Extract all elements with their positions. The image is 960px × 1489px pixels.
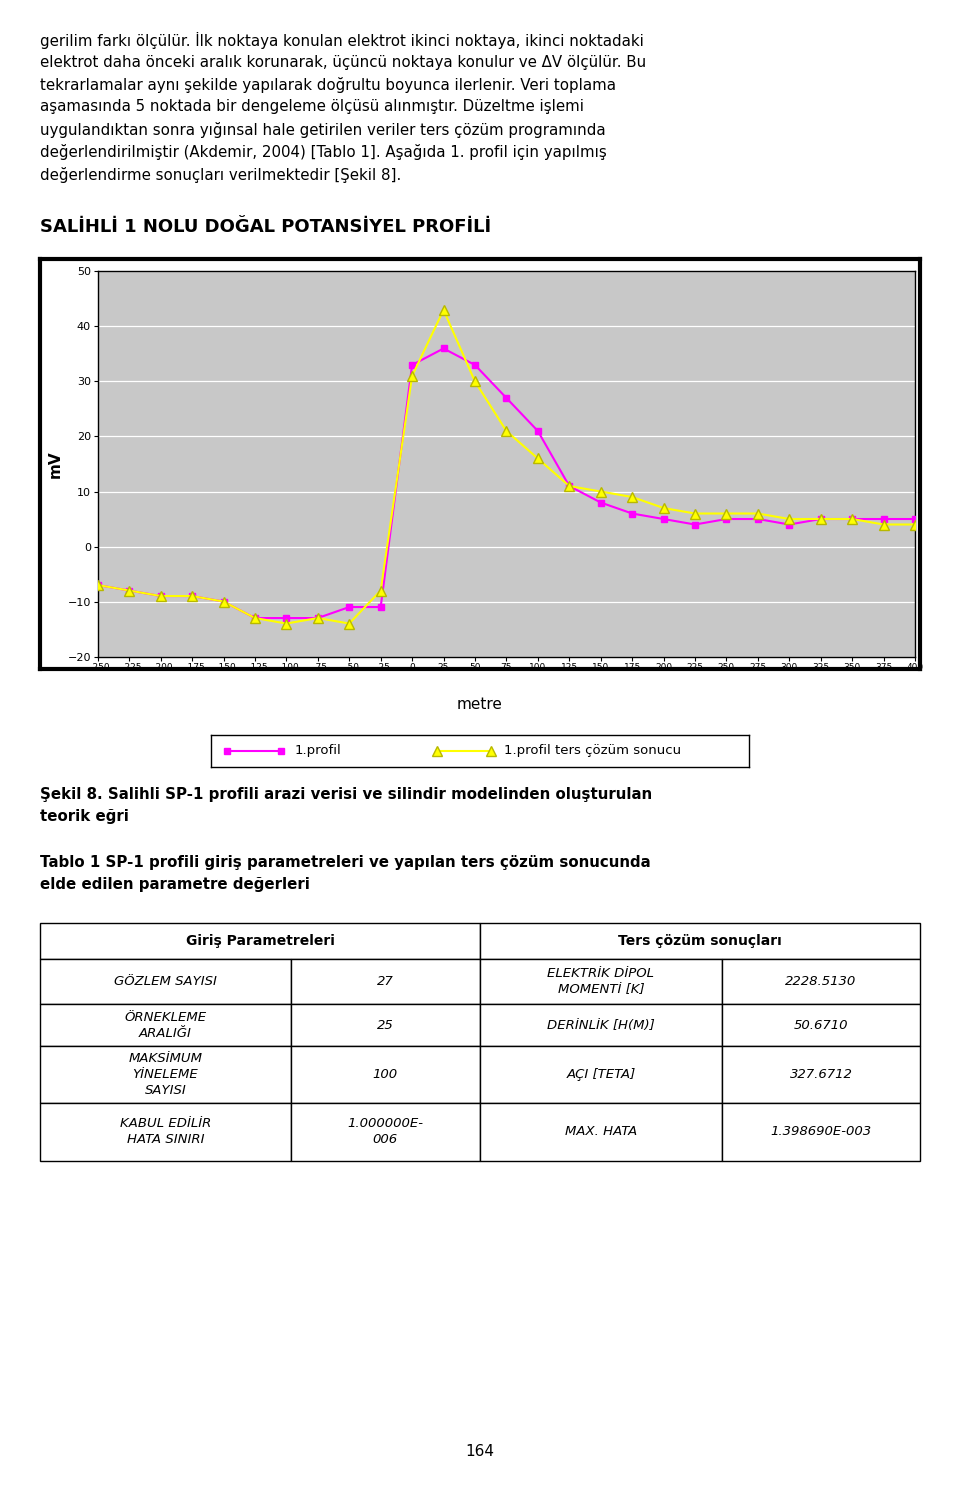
Text: 2228.5130: 2228.5130 — [785, 975, 856, 989]
Bar — [480, 1004, 722, 1047]
Text: Giriş Parametreleri: Giriş Parametreleri — [185, 934, 334, 948]
Text: SALİHLİ 1 NOLU DOĞAL POTANSİYEL PROFİLİ: SALİHLİ 1 NOLU DOĞAL POTANSİYEL PROFİLİ — [40, 217, 492, 235]
Bar — [722, 1004, 920, 1047]
Text: 50.6710: 50.6710 — [794, 1018, 849, 1032]
Text: MAX. HATA: MAX. HATA — [564, 1126, 637, 1138]
Text: Şekil 8. Salihli SP-1 profili arazi verisi ve silindir modelinden oluşturulan: Şekil 8. Salihli SP-1 profili arazi veri… — [40, 788, 653, 803]
Text: teorik eğri: teorik eğri — [40, 809, 130, 823]
Text: uygulandıktan sonra yığınsal hale getirilen veriler ters çözüm programında: uygulandıktan sonra yığınsal hale getiri… — [40, 122, 606, 138]
Text: DERİNLİK [H(M)]: DERİNLİK [H(M)] — [547, 1018, 655, 1032]
Text: değerlendirme sonuçları verilmektedir [Şekil 8].: değerlendirme sonuçları verilmektedir [Ş… — [40, 167, 401, 183]
Text: tekrarlamalar aynı şekilde yapılarak doğrultu boyunca ilerlenir. Veri toplama: tekrarlamalar aynı şekilde yapılarak doğ… — [40, 77, 616, 92]
Text: gerilim farkı ölçülür. İlk noktaya konulan elektrot ikinci noktaya, ikinci nokta: gerilim farkı ölçülür. İlk noktaya konul… — [40, 31, 644, 49]
Text: metre: metre — [457, 697, 503, 712]
Bar — [480, 1047, 722, 1103]
Bar — [291, 959, 480, 1004]
Text: 1.000000E-
006: 1.000000E- 006 — [348, 1117, 423, 1147]
Y-axis label: mV: mV — [48, 450, 63, 478]
Bar — [480, 959, 722, 1004]
Bar — [40, 923, 480, 959]
Text: ELEKTRİK DİPOL
MOMENTİ [K]: ELEKTRİK DİPOL MOMENTİ [K] — [547, 968, 655, 996]
Text: aşamasında 5 noktada bir dengeleme ölçüsü alınmıştır. Düzeltme işlemi: aşamasında 5 noktada bir dengeleme ölçüs… — [40, 100, 585, 115]
Text: 1.398690E-003: 1.398690E-003 — [771, 1126, 872, 1138]
Bar — [722, 1103, 920, 1161]
Bar — [40, 1047, 291, 1103]
Text: elektrot daha önceki aralık korunarak, üçüncü noktaya konulur ve ΔV ölçülür. Bu: elektrot daha önceki aralık korunarak, ü… — [40, 55, 646, 70]
Text: elde edilen parametre değerleri: elde edilen parametre değerleri — [40, 877, 310, 892]
Bar — [480, 1103, 722, 1161]
Bar — [40, 1103, 291, 1161]
Text: Ters çözüm sonuçları: Ters çözüm sonuçları — [618, 934, 781, 948]
Bar — [291, 1103, 480, 1161]
Text: GÖZLEM SAYISI: GÖZLEM SAYISI — [114, 975, 217, 989]
Text: AÇI [TETA]: AÇI [TETA] — [566, 1068, 636, 1081]
Text: ÖRNEKLEME
ARALIĞI: ÖRNEKLEME ARALIĞI — [125, 1011, 206, 1039]
Bar — [40, 1004, 291, 1047]
Text: 25: 25 — [377, 1018, 394, 1032]
Bar — [722, 959, 920, 1004]
Bar — [291, 1047, 480, 1103]
Text: 100: 100 — [372, 1068, 398, 1081]
Text: 327.6712: 327.6712 — [789, 1068, 852, 1081]
Text: 164: 164 — [466, 1444, 494, 1459]
Text: 1.profil: 1.profil — [295, 744, 341, 758]
Text: değerlendirilmiştir (Akdemir, 2004) [Tablo 1]. Aşağıda 1. profil için yapılmış: değerlendirilmiştir (Akdemir, 2004) [Tab… — [40, 144, 607, 161]
Text: 27: 27 — [377, 975, 394, 989]
Bar — [480, 923, 920, 959]
Bar — [722, 1047, 920, 1103]
Bar — [40, 959, 291, 1004]
Text: 1.profil ters çözüm sonucu: 1.profil ters çözüm sonucu — [504, 744, 682, 758]
Text: KABUL EDİLİR
HATA SINIRI: KABUL EDİLİR HATA SINIRI — [120, 1117, 211, 1147]
Text: Tablo 1 SP-1 profili giriş parametreleri ve yapılan ters çözüm sonucunda: Tablo 1 SP-1 profili giriş parametreleri… — [40, 855, 651, 870]
Text: MAKSİMUM
YİNELEME
SAYISI: MAKSİMUM YİNELEME SAYISI — [129, 1053, 203, 1097]
Bar — [291, 1004, 480, 1047]
